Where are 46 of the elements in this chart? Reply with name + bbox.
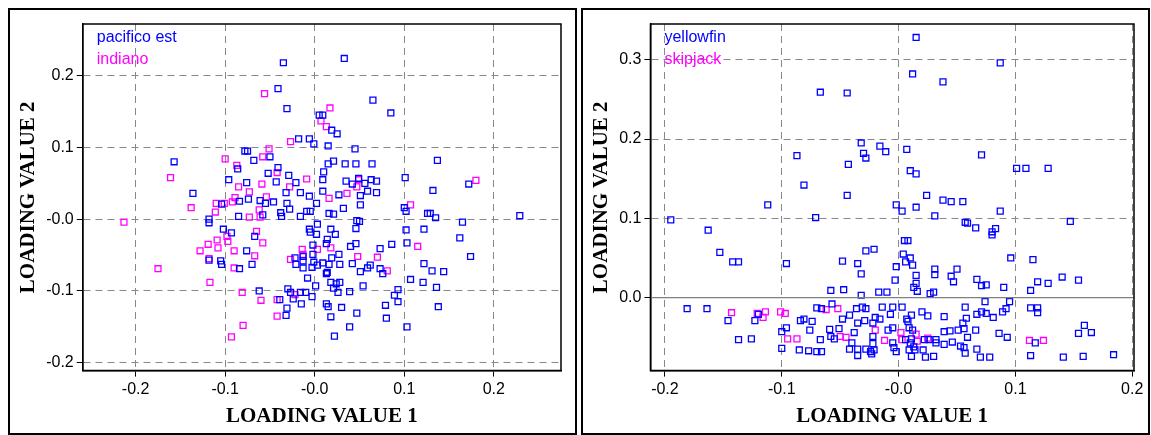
point [842, 333, 850, 341]
y-tick-label: -0.1 [46, 281, 74, 299]
y-tick-label: 0.1 [619, 208, 642, 226]
point [897, 328, 905, 337]
x-axis-title: LOADING VALUE 1 [225, 402, 418, 427]
point [836, 332, 844, 341]
point [727, 309, 736, 317]
x-tick-label: -0.1 [767, 379, 796, 397]
point [913, 337, 921, 345]
y-tick-label: 0.0 [619, 288, 642, 306]
x-tick-label: 0.2 [482, 379, 506, 397]
point [781, 309, 789, 318]
point [793, 335, 801, 343]
x-tick-label: 0.1 [1004, 379, 1027, 397]
x-tick-label: 0.2 [1121, 379, 1144, 397]
y-tick-label: 0.2 [51, 66, 74, 84]
point [759, 313, 767, 322]
point [822, 305, 830, 314]
x-tick-label: -0.0 [884, 379, 913, 397]
text: skipjack [664, 50, 723, 68]
point [761, 308, 770, 316]
point [912, 330, 920, 338]
x-tick-label: -0.2 [121, 379, 150, 397]
point [898, 336, 906, 344]
y-tick-label: -0.0 [46, 209, 74, 227]
text: pacifico est [96, 28, 178, 46]
y-axis-title: LOADING VALUE 2 [588, 101, 613, 294]
x-tick-label: -0.0 [300, 379, 329, 397]
point [1025, 336, 1034, 345]
y-axis-title: LOADING VALUE 2 [15, 101, 40, 294]
y-tick-label: -0.2 [46, 353, 74, 371]
y-tick-label: 0.3 [619, 50, 642, 68]
y-tick-label: 0.2 [619, 129, 642, 147]
point [1039, 336, 1048, 345]
point [880, 336, 889, 345]
x-tick-label: 0.1 [393, 379, 416, 397]
point [776, 308, 785, 316]
point [834, 305, 842, 313]
y-tick-label: 0.1 [51, 137, 74, 155]
point [871, 326, 879, 334]
x-tick-label: -0.1 [211, 379, 240, 397]
x-tick-label: -0.2 [651, 379, 679, 397]
text: yellowfin [664, 28, 726, 46]
point [783, 335, 792, 343]
x-axis-title: LOADING VALUE 1 [796, 402, 989, 427]
text: indiano [96, 50, 149, 68]
